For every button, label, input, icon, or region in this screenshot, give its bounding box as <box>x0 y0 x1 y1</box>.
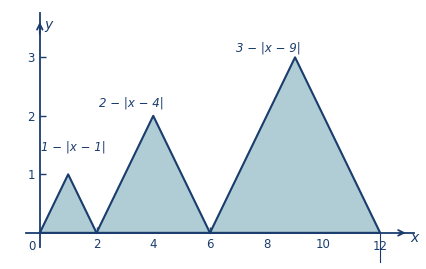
Polygon shape <box>96 116 210 233</box>
Text: x: x <box>409 231 417 245</box>
Text: 3 − |x − 9|: 3 − |x − 9| <box>235 41 299 54</box>
Text: 12: 12 <box>372 240 387 253</box>
Text: 1 − |x − 1|: 1 − |x − 1| <box>41 141 106 154</box>
Polygon shape <box>210 57 379 233</box>
Text: 0: 0 <box>28 240 35 253</box>
Polygon shape <box>40 174 96 233</box>
Text: y: y <box>44 17 52 31</box>
Text: 2 − |x − 4|: 2 − |x − 4| <box>99 97 164 110</box>
